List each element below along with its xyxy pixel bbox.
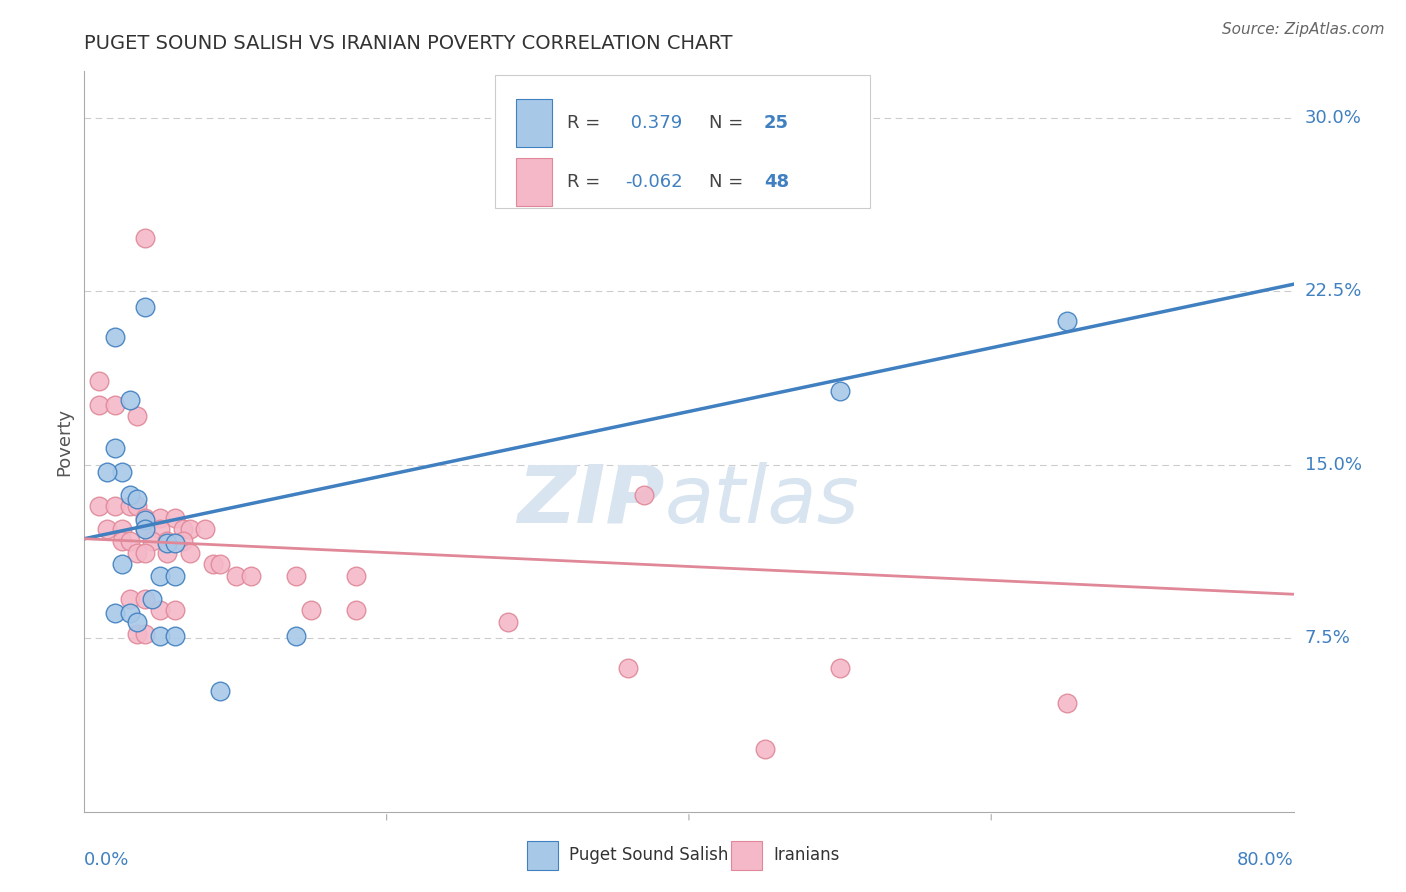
Point	[156, 534, 179, 549]
Point	[1056, 696, 1078, 710]
Point	[134, 591, 156, 606]
Point	[127, 626, 149, 640]
Point	[111, 465, 134, 479]
Point	[149, 523, 172, 537]
Point	[134, 523, 156, 537]
Point	[194, 523, 217, 537]
Point	[346, 603, 368, 617]
Point	[104, 442, 127, 456]
Point	[172, 534, 194, 549]
Point	[496, 615, 519, 629]
FancyBboxPatch shape	[495, 75, 870, 209]
Point	[96, 465, 118, 479]
Point	[156, 545, 179, 560]
Point	[830, 661, 852, 675]
Point	[209, 557, 232, 571]
Point	[118, 591, 141, 606]
Text: Source: ZipAtlas.com: Source: ZipAtlas.com	[1222, 22, 1385, 37]
Point	[111, 523, 134, 537]
Point	[127, 500, 149, 514]
Point	[118, 488, 141, 502]
Text: Puget Sound Salish: Puget Sound Salish	[569, 847, 728, 864]
Point	[179, 523, 201, 537]
Point	[134, 626, 156, 640]
Point	[165, 568, 187, 582]
Point	[1056, 314, 1078, 328]
Point	[165, 536, 187, 550]
Text: atlas: atlas	[665, 462, 859, 540]
Point	[111, 557, 134, 571]
Point	[285, 568, 308, 582]
Point	[89, 398, 111, 412]
Text: 22.5%: 22.5%	[1305, 282, 1362, 300]
Text: 0.0%: 0.0%	[84, 851, 129, 869]
Point	[89, 375, 111, 389]
Point	[134, 511, 156, 525]
Point	[118, 534, 141, 549]
Text: N =: N =	[710, 173, 749, 191]
Point	[127, 492, 149, 507]
Point	[149, 629, 172, 643]
Point	[134, 545, 156, 560]
Point	[104, 330, 127, 344]
Text: -0.062: -0.062	[624, 173, 682, 191]
Point	[127, 615, 149, 629]
Point	[134, 231, 156, 245]
Point	[617, 661, 640, 675]
Point	[285, 629, 308, 643]
Y-axis label: Poverty: Poverty	[55, 408, 73, 475]
Point	[104, 398, 127, 412]
Point	[127, 545, 149, 560]
Point	[127, 409, 149, 423]
Point	[172, 523, 194, 537]
Point	[299, 603, 322, 617]
Point	[149, 603, 172, 617]
Text: 80.0%: 80.0%	[1237, 851, 1294, 869]
Text: 30.0%: 30.0%	[1305, 109, 1361, 127]
Point	[754, 742, 776, 756]
Point	[239, 568, 262, 582]
Point	[225, 568, 247, 582]
Point	[165, 629, 187, 643]
Point	[165, 511, 187, 525]
Text: ZIP: ZIP	[517, 462, 665, 540]
Point	[209, 684, 232, 698]
Point	[134, 301, 156, 315]
Text: 25: 25	[763, 114, 789, 132]
Point	[104, 606, 127, 620]
Text: 15.0%: 15.0%	[1305, 456, 1361, 474]
Point	[96, 523, 118, 537]
Text: R =: R =	[567, 114, 606, 132]
Point	[346, 568, 368, 582]
Point	[149, 568, 172, 582]
FancyBboxPatch shape	[516, 99, 553, 147]
FancyBboxPatch shape	[516, 158, 553, 206]
Point	[149, 511, 172, 525]
Point	[118, 392, 141, 407]
Text: Iranians: Iranians	[773, 847, 839, 864]
Point	[89, 500, 111, 514]
Point	[118, 500, 141, 514]
Text: 7.5%: 7.5%	[1305, 629, 1351, 648]
Point	[141, 591, 163, 606]
Point	[134, 523, 156, 537]
Point	[118, 606, 141, 620]
Text: 0.379: 0.379	[624, 114, 682, 132]
Point	[141, 534, 163, 549]
Text: N =: N =	[710, 114, 749, 132]
Point	[201, 557, 224, 571]
Point	[134, 513, 156, 527]
Point	[830, 384, 852, 398]
Text: PUGET SOUND SALISH VS IRANIAN POVERTY CORRELATION CHART: PUGET SOUND SALISH VS IRANIAN POVERTY CO…	[84, 34, 733, 54]
Point	[111, 534, 134, 549]
Point	[156, 536, 179, 550]
Text: 48: 48	[763, 173, 789, 191]
Point	[165, 603, 187, 617]
Point	[104, 500, 127, 514]
Point	[179, 545, 201, 560]
Point	[633, 488, 655, 502]
Text: R =: R =	[567, 173, 606, 191]
